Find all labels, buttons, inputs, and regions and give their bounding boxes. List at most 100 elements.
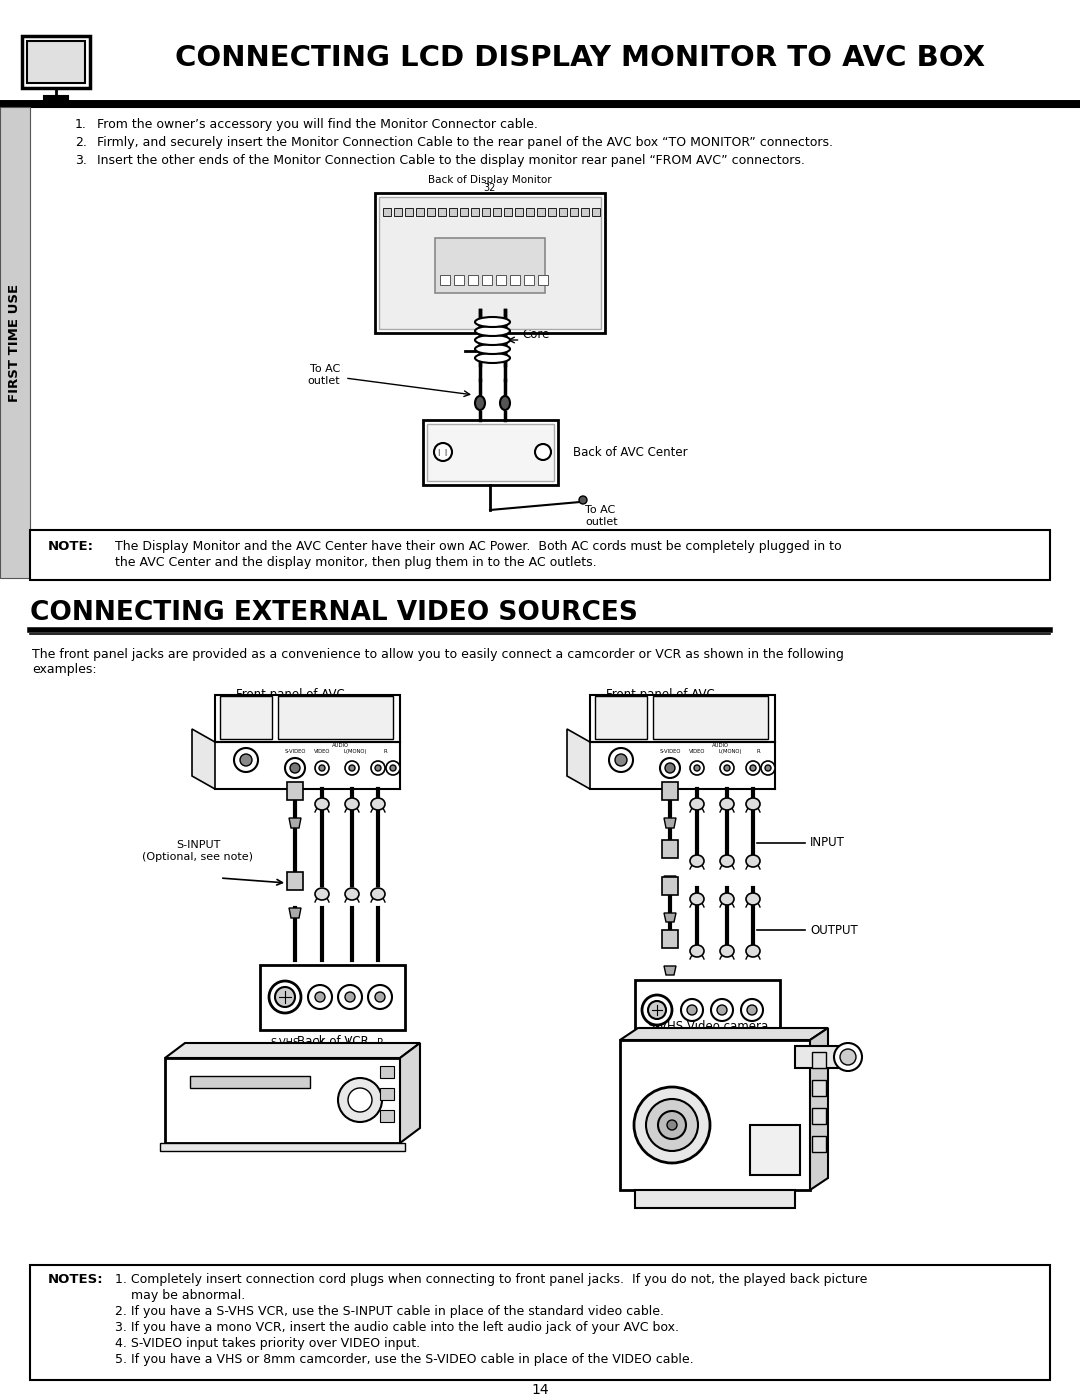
Bar (750, 1125, 800, 1175)
Bar (27, 41, 85, 82)
Text: CONNECTING EXTERNAL VIDEO SOURCES: CONNECTING EXTERNAL VIDEO SOURCES (30, 599, 638, 626)
Circle shape (724, 766, 730, 771)
Text: 32: 32 (484, 183, 496, 193)
Text: may be abnormal.: may be abnormal. (114, 1289, 245, 1302)
Circle shape (615, 754, 627, 766)
Polygon shape (664, 965, 676, 975)
Text: R: R (748, 1048, 755, 1058)
Bar (394, 208, 402, 217)
Circle shape (840, 1049, 856, 1065)
Bar (468, 275, 478, 285)
Circle shape (315, 992, 325, 1002)
Text: NOTES:: NOTES: (48, 1273, 104, 1287)
Ellipse shape (500, 395, 510, 409)
Circle shape (694, 766, 700, 771)
Circle shape (687, 1004, 697, 1016)
Bar (592, 208, 600, 217)
Bar (510, 275, 519, 285)
Circle shape (711, 999, 733, 1021)
Ellipse shape (690, 798, 704, 810)
Circle shape (375, 766, 381, 771)
Text: OUTPUT: OUTPUT (330, 1051, 369, 1060)
Bar (595, 696, 647, 739)
Bar (160, 1143, 405, 1151)
Circle shape (345, 992, 355, 1002)
Circle shape (720, 761, 734, 775)
Text: Core: Core (523, 328, 550, 341)
Text: To AC
outlet: To AC outlet (308, 365, 340, 386)
Text: PHONES: PHONES (608, 728, 634, 733)
Text: CONNECTING LCD DISPLAY MONITOR TO AVC BOX: CONNECTING LCD DISPLAY MONITOR TO AVC BO… (175, 43, 985, 73)
Polygon shape (165, 1044, 420, 1058)
Ellipse shape (345, 798, 359, 810)
Circle shape (348, 1088, 372, 1112)
Bar (492, 208, 501, 217)
Polygon shape (192, 729, 215, 789)
Circle shape (660, 759, 680, 778)
Text: AUDIO: AUDIO (332, 743, 349, 747)
Text: PHONES: PHONES (233, 728, 259, 733)
Polygon shape (400, 1044, 420, 1143)
Circle shape (386, 761, 400, 775)
Ellipse shape (475, 326, 510, 337)
Circle shape (646, 1099, 698, 1151)
Bar (526, 208, 534, 217)
Bar (538, 275, 548, 285)
Polygon shape (664, 914, 676, 922)
Circle shape (750, 766, 756, 771)
Bar (380, 1088, 394, 1099)
Ellipse shape (720, 893, 734, 905)
Bar (635, 1190, 795, 1208)
Polygon shape (664, 876, 676, 886)
Bar (812, 1052, 826, 1067)
Bar (423, 420, 558, 485)
Bar (435, 237, 545, 293)
Text: VIDEO: VIDEO (314, 749, 330, 754)
Circle shape (648, 1002, 666, 1018)
Bar (559, 208, 567, 217)
Circle shape (291, 763, 300, 773)
Circle shape (319, 766, 325, 771)
Text: Back of AVC Center: Back of AVC Center (573, 446, 688, 458)
Bar (215, 694, 400, 742)
Bar (812, 1108, 826, 1125)
Text: 3. If you have a mono VCR, insert the audio cable into the left audio jack of yo: 3. If you have a mono VCR, insert the au… (114, 1322, 679, 1334)
Text: FIRST TIME USE: FIRST TIME USE (9, 284, 22, 401)
Text: S-INPUT
(Optional, see note): S-INPUT (Optional, see note) (143, 840, 254, 862)
Bar (380, 1066, 394, 1078)
Text: VIDEO: VIDEO (689, 749, 705, 754)
Ellipse shape (475, 353, 510, 363)
Bar (427, 208, 435, 217)
Text: S-VHS Video camera: S-VHS Video camera (648, 1020, 768, 1032)
Text: R: R (756, 749, 760, 754)
Bar (515, 208, 523, 217)
Bar (662, 877, 678, 895)
Bar (416, 208, 424, 217)
Circle shape (741, 999, 762, 1021)
Text: INPUT 5: INPUT 5 (697, 729, 724, 735)
Text: Rear AVC System Info: Rear AVC System Info (468, 434, 528, 440)
Ellipse shape (746, 798, 760, 810)
Bar (260, 965, 405, 1030)
Ellipse shape (720, 798, 734, 810)
Text: |  |: | | (438, 448, 447, 455)
Ellipse shape (690, 893, 704, 905)
Bar (496, 275, 507, 285)
Bar (662, 840, 678, 858)
Circle shape (338, 1078, 382, 1122)
Bar (44, 96, 68, 101)
Polygon shape (810, 1028, 828, 1190)
Circle shape (579, 496, 588, 504)
Circle shape (368, 985, 392, 1009)
Circle shape (269, 981, 301, 1013)
Ellipse shape (315, 888, 329, 900)
Text: 1. Completely insert connection cord plugs when connecting to front panel jacks.: 1. Completely insert connection cord plu… (114, 1273, 867, 1287)
Text: R: R (377, 1038, 383, 1048)
Ellipse shape (720, 855, 734, 868)
Bar (380, 1111, 394, 1122)
Text: To Monitor: To Monitor (468, 446, 496, 450)
Text: the AVC Center and the display monitor, then plug them in to the AC outlets.: the AVC Center and the display monitor, … (114, 556, 596, 569)
Text: R: R (383, 749, 387, 754)
Circle shape (349, 766, 355, 771)
Circle shape (315, 761, 329, 775)
